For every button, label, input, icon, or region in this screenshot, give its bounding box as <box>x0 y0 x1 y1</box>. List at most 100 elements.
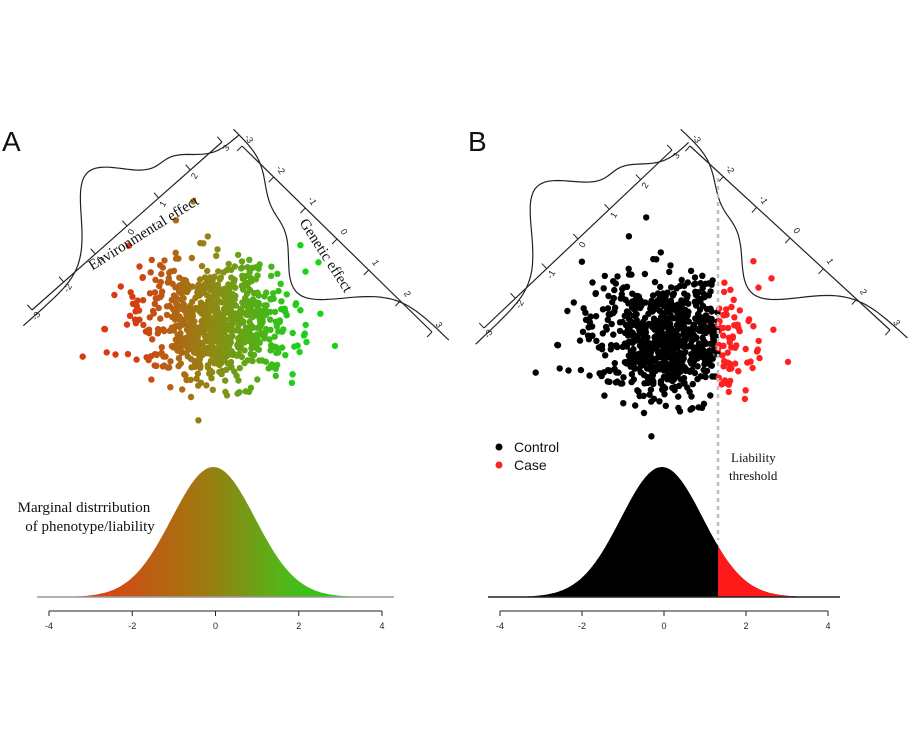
point-a <box>136 263 143 270</box>
point-a <box>228 363 235 371</box>
point-b-case <box>755 284 762 291</box>
point-a <box>179 386 186 393</box>
point-b-control <box>668 374 675 381</box>
point-a <box>204 233 211 240</box>
a-env-tick <box>121 220 128 227</box>
point-a <box>219 290 226 298</box>
point-b-control <box>672 383 679 391</box>
point-b-case <box>736 307 743 314</box>
point-b-control <box>604 367 612 374</box>
point-b-case <box>720 332 727 339</box>
point-a <box>187 376 194 383</box>
point-a <box>255 346 262 353</box>
point-a <box>296 348 303 356</box>
point-a <box>172 299 180 307</box>
point-a <box>228 274 235 281</box>
point-b-control <box>638 299 646 306</box>
point-b-case <box>733 342 740 349</box>
point-b-control <box>601 392 608 399</box>
a-gen-tick <box>331 238 338 245</box>
point-a <box>267 296 274 303</box>
b-gen-tick <box>784 237 791 244</box>
point-b-control <box>651 278 659 286</box>
point-b-control <box>705 351 713 358</box>
point-a <box>226 285 233 292</box>
point-a <box>256 357 263 364</box>
point-a <box>266 308 274 316</box>
point-b-control <box>610 278 617 285</box>
marginal-annotation-line1: Marginal distrribution <box>18 500 151 516</box>
point-a <box>151 289 159 296</box>
point-a <box>124 350 132 358</box>
point-b-control <box>604 305 612 312</box>
point-b-control <box>651 334 658 341</box>
point-b-control <box>620 374 627 381</box>
a-env-tick-label: 0 <box>126 227 137 237</box>
point-b-control <box>633 351 641 358</box>
marginal-annotation-line2: of phenotype/liability <box>25 519 155 535</box>
point-b-case <box>724 324 732 332</box>
point-a <box>222 377 229 384</box>
point-a <box>221 346 228 354</box>
point-b-control <box>689 405 696 412</box>
point-b-control <box>692 315 699 322</box>
point-a <box>148 256 155 264</box>
point-a <box>239 299 246 306</box>
point-b-control <box>662 402 669 409</box>
b-x-tick-label: -2 <box>578 621 586 631</box>
point-a <box>227 358 235 366</box>
point-a <box>195 417 202 424</box>
point-a <box>270 290 277 297</box>
point-a <box>133 356 140 363</box>
b-gen-tick-label: -2 <box>724 163 737 175</box>
point-a <box>163 311 171 319</box>
b-gen-tick-label: 1 <box>825 257 836 267</box>
point-a <box>222 309 229 316</box>
point-a <box>215 334 222 341</box>
point-b-case <box>721 377 729 384</box>
point-b-control <box>604 316 611 323</box>
point-a <box>302 321 309 329</box>
point-a <box>191 357 198 365</box>
point-a <box>215 358 222 365</box>
point-b-case <box>784 358 792 366</box>
point-a <box>297 242 304 249</box>
point-b-control <box>690 345 697 352</box>
point-b-control <box>619 285 626 293</box>
point-a <box>194 336 201 343</box>
point-a <box>282 352 289 359</box>
point-a <box>238 282 245 289</box>
legend-control-label: Control <box>514 439 559 455</box>
point-a <box>234 251 242 259</box>
point-b-case <box>729 334 736 342</box>
point-a <box>151 351 159 358</box>
point-b-case <box>756 354 763 362</box>
point-a <box>189 334 196 341</box>
point-a <box>167 358 174 365</box>
b-gen-tick <box>684 145 691 152</box>
point-b-case <box>721 358 728 365</box>
b-density-case-area <box>717 544 804 597</box>
point-b-control <box>643 214 650 221</box>
point-a <box>158 270 165 278</box>
point-b-control <box>700 321 707 328</box>
point-a <box>223 392 231 399</box>
point-a <box>139 297 147 304</box>
point-b-control <box>675 325 682 332</box>
point-b-control <box>593 337 600 345</box>
point-b-control <box>602 352 609 359</box>
a-gen-tick-label: -2 <box>274 164 287 176</box>
point-b-control <box>640 332 647 339</box>
point-a <box>200 306 207 313</box>
point-b-control <box>611 304 619 311</box>
b-env-tick-label: 0 <box>577 240 588 250</box>
point-a <box>267 272 275 280</box>
point-b-case <box>723 306 730 313</box>
b-x-tick-label: 4 <box>825 621 830 631</box>
point-a <box>157 262 164 269</box>
point-a <box>176 340 183 347</box>
point-a <box>279 344 286 351</box>
point-b-control <box>657 378 665 385</box>
